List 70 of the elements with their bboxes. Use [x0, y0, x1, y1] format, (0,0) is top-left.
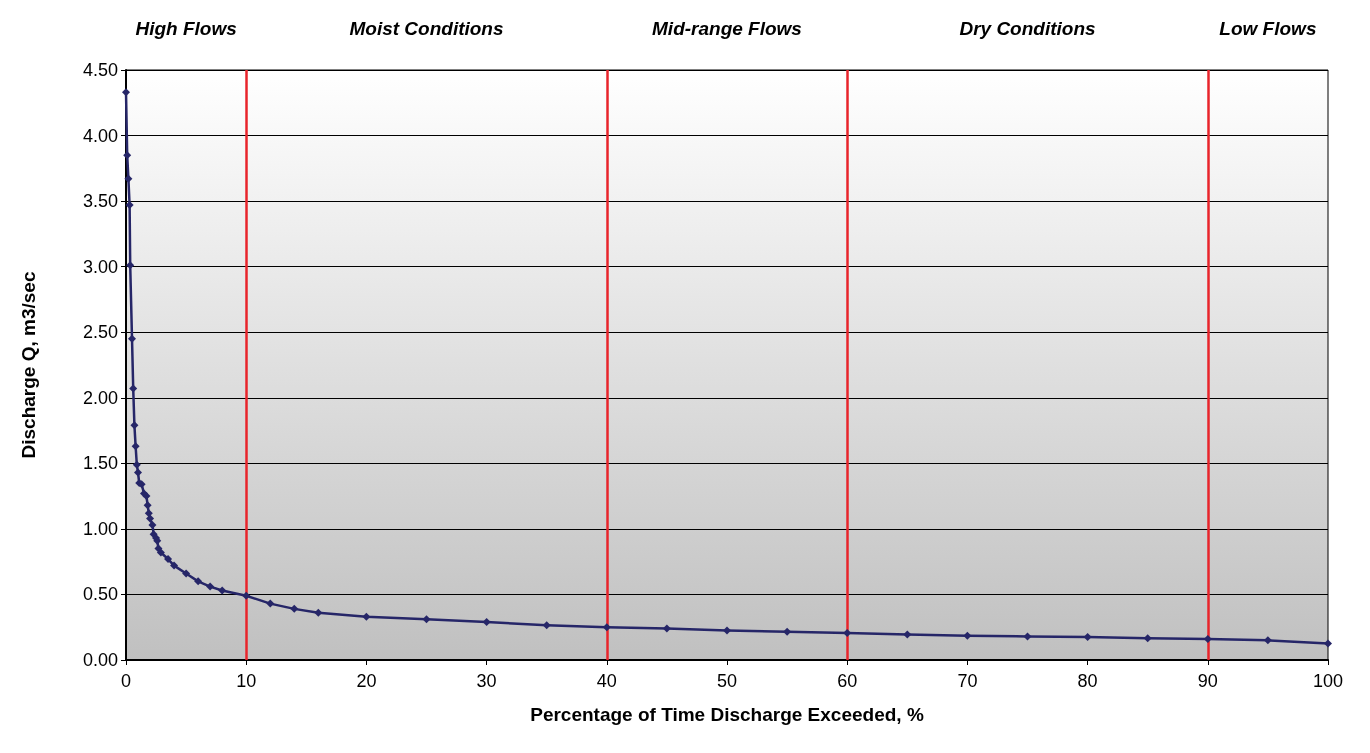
point	[182, 569, 191, 578]
point	[194, 577, 203, 586]
text: Moist Conditions	[349, 17, 504, 39]
x-tick-label: 0	[120, 671, 132, 691]
text: High Flows	[135, 17, 237, 39]
point	[148, 520, 157, 529]
point	[149, 530, 158, 539]
point	[146, 514, 155, 523]
point	[422, 615, 431, 624]
point	[602, 623, 611, 632]
x-axis-title: Percentage of Time Discharge Exceeded, %	[530, 704, 924, 725]
point	[131, 442, 140, 451]
y-tick-label: 1.00	[82, 518, 118, 539]
point	[130, 421, 139, 430]
x-tick-label: 10	[236, 671, 257, 691]
y-tick-label: 1.50	[82, 453, 118, 474]
point	[723, 626, 731, 635]
point	[128, 334, 137, 343]
y-tick-label: 3.00	[82, 256, 118, 277]
text: Low Flows	[1219, 17, 1317, 39]
y-tick-label: 0.50	[82, 584, 118, 605]
point	[266, 599, 275, 608]
x-tick-label: 50	[716, 671, 738, 691]
point	[122, 88, 130, 97]
point	[144, 509, 153, 518]
x-tick-label: 70	[957, 671, 978, 691]
point	[143, 501, 152, 510]
point	[129, 384, 138, 393]
point	[1023, 632, 1032, 641]
point	[314, 608, 323, 617]
point	[132, 460, 141, 469]
point	[123, 151, 132, 160]
point	[156, 548, 165, 557]
x-tick-label: 90	[1197, 671, 1218, 691]
point	[242, 591, 251, 600]
point	[125, 201, 134, 210]
x-tick-label: 40	[596, 671, 617, 691]
y-tick-label: 4.50	[82, 60, 118, 80]
point	[1143, 634, 1152, 643]
point	[126, 261, 135, 270]
y-axis-title: Discharge Q, m3/sec	[18, 271, 39, 459]
point	[362, 612, 371, 621]
point	[164, 555, 173, 564]
point	[482, 617, 491, 626]
point	[903, 630, 912, 639]
point	[290, 604, 299, 613]
y-tick-label: 3.50	[82, 191, 118, 212]
point	[170, 561, 179, 570]
point	[134, 468, 143, 477]
y-tick-label: 0.00	[82, 650, 118, 670]
x-tick-label: 100	[1312, 671, 1344, 691]
point	[662, 624, 671, 633]
x-tick-label: 60	[837, 671, 858, 691]
point	[963, 631, 972, 640]
y-tick-label: 4.00	[82, 125, 118, 146]
point	[1324, 639, 1332, 648]
point	[542, 621, 551, 630]
y-tick-label: 2.50	[82, 322, 118, 343]
point	[124, 174, 133, 183]
point	[783, 627, 792, 636]
x-tick-label: 80	[1077, 671, 1098, 691]
y-tick-label: 2.00	[82, 387, 118, 408]
point	[1083, 633, 1092, 642]
text: Mid-range Flows	[652, 17, 802, 39]
point	[206, 582, 215, 591]
text: Dry Conditions	[959, 17, 1096, 39]
point	[218, 586, 227, 595]
x-tick-label: 30	[476, 671, 497, 691]
x-tick-label: 20	[356, 671, 377, 691]
point	[1263, 636, 1272, 645]
